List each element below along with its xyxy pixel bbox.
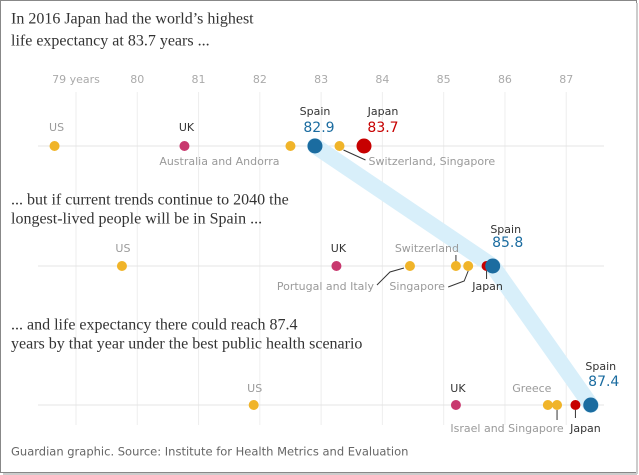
- leader-line: [376, 267, 405, 286]
- dot: [331, 261, 342, 271]
- value-label: 83.7: [367, 120, 398, 136]
- point-label: Portugal and Italy: [277, 280, 375, 293]
- point-label: Singapore: [389, 280, 445, 293]
- point-label: Japan: [569, 422, 601, 435]
- dot: [450, 400, 461, 410]
- dot: [334, 141, 345, 151]
- point-label: Japan: [367, 105, 399, 118]
- x-tick-label: 84: [375, 73, 389, 86]
- dot: [583, 397, 599, 413]
- point-label: Israel and Singapore: [450, 422, 563, 435]
- point-label: US: [49, 121, 64, 134]
- point-label: UK: [331, 242, 347, 255]
- dot: [552, 400, 563, 410]
- leader-line: [343, 149, 366, 161]
- dot: [463, 261, 474, 271]
- point-label: US: [115, 242, 130, 255]
- dot: [542, 400, 553, 410]
- point-label: Switzerland: [395, 242, 459, 255]
- panel-heading: In 2016 Japan had the world’s highest: [11, 11, 254, 28]
- dot: [404, 261, 415, 271]
- dot: [116, 261, 127, 271]
- panel-heading: life expectancy at 83.7 years ...: [11, 33, 210, 50]
- point-label: UK: [450, 382, 466, 395]
- dot: [356, 138, 372, 154]
- point-label: Spain: [490, 223, 521, 236]
- point-label: US: [247, 382, 262, 395]
- panel-heading: ... and life expectancy there could reac…: [11, 317, 298, 334]
- x-tick-label: 82: [253, 73, 267, 86]
- dot: [570, 400, 581, 410]
- panel-heading: ... but if current trends continue to 20…: [11, 192, 289, 209]
- leader-line: [448, 270, 469, 288]
- dot: [307, 138, 323, 154]
- x-tick-label: 79 years: [52, 73, 100, 86]
- point-label: Spain: [585, 360, 616, 373]
- panel-heading: years by that year under the best public…: [11, 336, 362, 353]
- dot: [248, 400, 259, 410]
- point-label: Australia and Andorra: [159, 155, 279, 168]
- source: Guardian graphic. Source: Institute for …: [11, 445, 408, 459]
- x-tick-label: 83: [314, 73, 328, 86]
- dot: [49, 141, 60, 151]
- value-label: 87.4: [588, 374, 619, 390]
- value-label: 85.8: [492, 235, 523, 251]
- x-tick-label: 87: [559, 73, 573, 86]
- dot: [285, 141, 296, 151]
- dot: [485, 258, 501, 274]
- dot: [450, 261, 461, 271]
- point-label: Greece: [512, 382, 551, 395]
- value-label: 82.9: [303, 120, 334, 136]
- x-tick-label: 80: [130, 73, 144, 86]
- point-label: Spain: [300, 105, 331, 118]
- x-tick-label: 86: [498, 73, 512, 86]
- x-tick-label: 81: [192, 73, 206, 86]
- point-label: Japan: [471, 280, 503, 293]
- point-label: Switzerland, Singapore: [368, 155, 495, 168]
- panel-heading: longest-lived people will be in Spain ..…: [11, 211, 262, 228]
- point-label: UK: [179, 121, 195, 134]
- x-tick-label: 85: [437, 73, 451, 86]
- dot: [179, 141, 190, 151]
